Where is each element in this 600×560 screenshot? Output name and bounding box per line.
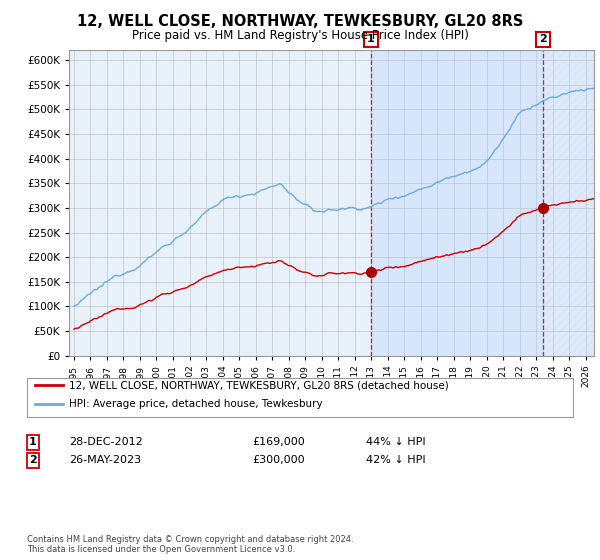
Text: 42% ↓ HPI: 42% ↓ HPI <box>366 455 425 465</box>
Text: 28-DEC-2012: 28-DEC-2012 <box>69 437 143 447</box>
Bar <box>371 50 543 356</box>
Text: 2: 2 <box>29 455 37 465</box>
Text: 1: 1 <box>29 437 37 447</box>
Text: 26-MAY-2023: 26-MAY-2023 <box>69 455 141 465</box>
Text: 12, WELL CLOSE, NORTHWAY, TEWKESBURY, GL20 8RS (detached house): 12, WELL CLOSE, NORTHWAY, TEWKESBURY, GL… <box>69 380 449 390</box>
Text: £169,000: £169,000 <box>252 437 305 447</box>
Text: Contains HM Land Registry data © Crown copyright and database right 2024.
This d: Contains HM Land Registry data © Crown c… <box>27 535 353 554</box>
Bar <box>543 50 594 356</box>
Text: Price paid vs. HM Land Registry's House Price Index (HPI): Price paid vs. HM Land Registry's House … <box>131 29 469 42</box>
Text: 1: 1 <box>367 34 375 44</box>
Text: 12, WELL CLOSE, NORTHWAY, TEWKESBURY, GL20 8RS: 12, WELL CLOSE, NORTHWAY, TEWKESBURY, GL… <box>77 14 523 29</box>
Text: 44% ↓ HPI: 44% ↓ HPI <box>366 437 425 447</box>
Text: 2: 2 <box>539 34 547 44</box>
Text: £300,000: £300,000 <box>252 455 305 465</box>
Text: HPI: Average price, detached house, Tewkesbury: HPI: Average price, detached house, Tewk… <box>69 399 323 409</box>
